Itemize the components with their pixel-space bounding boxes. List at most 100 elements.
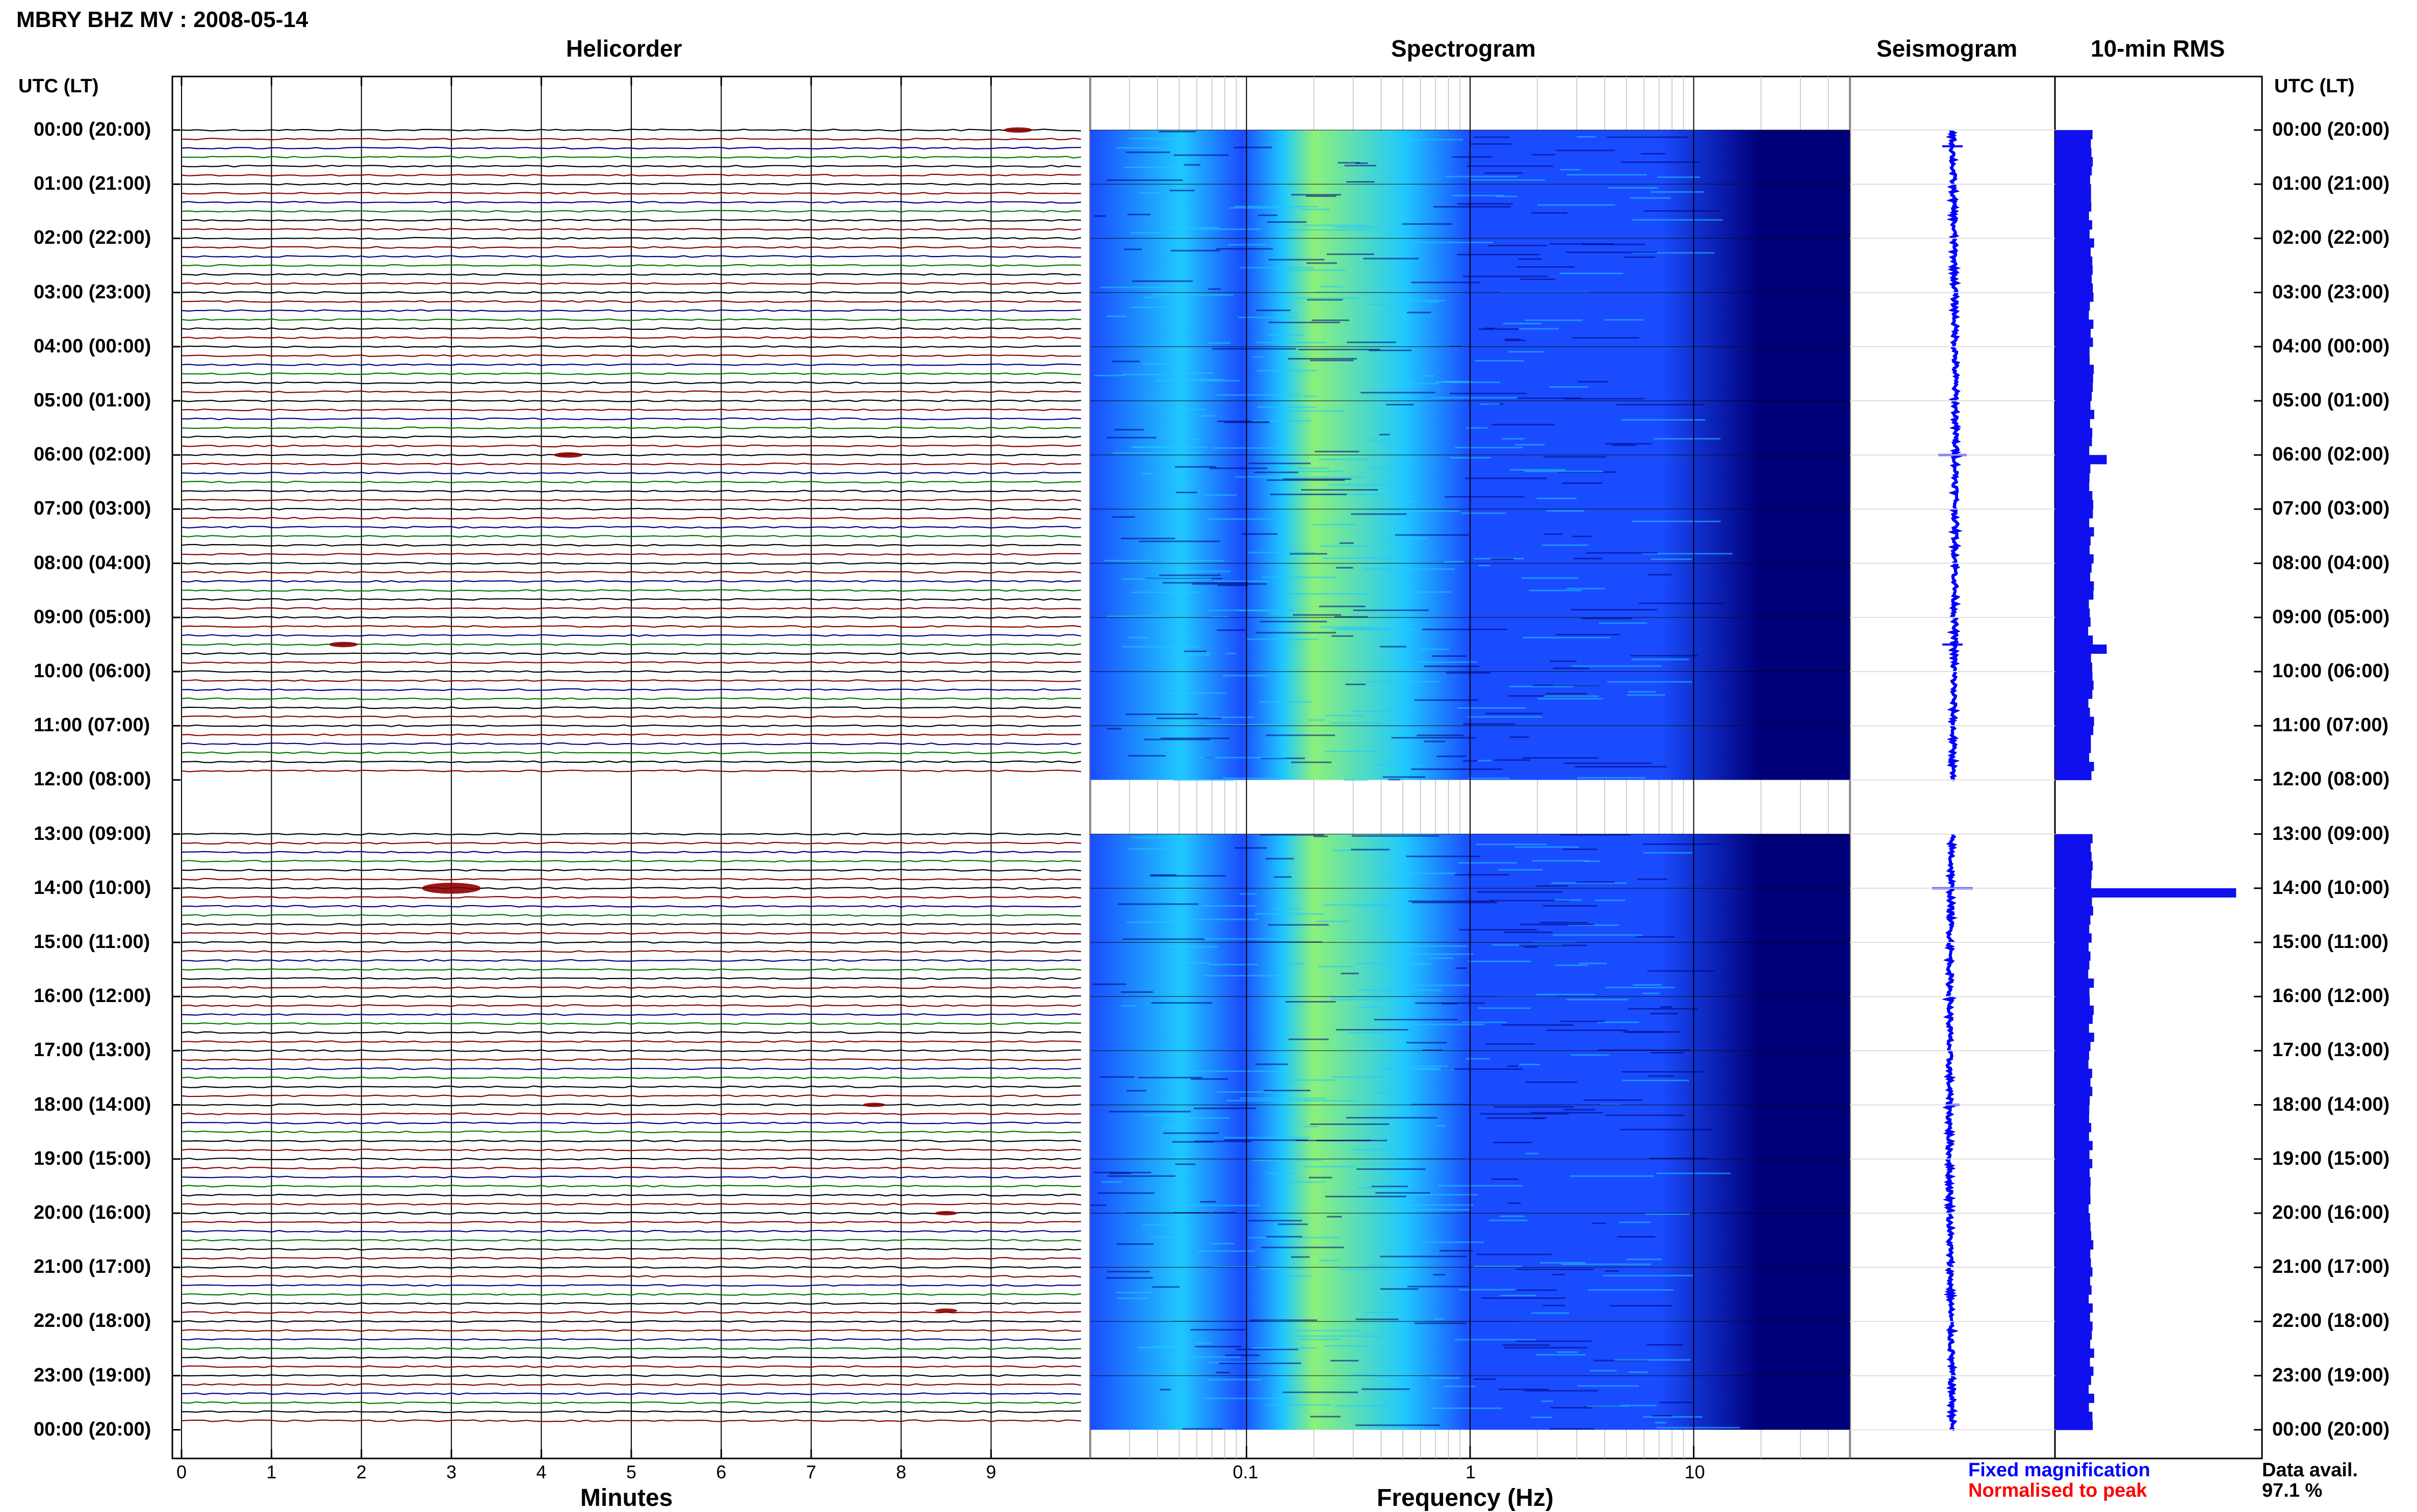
spectrogram-streak xyxy=(1562,482,1603,484)
spectrogram-streak xyxy=(1630,655,1698,657)
legend-normalised-to-peak: Normalised to peak xyxy=(1968,1480,2147,1501)
spectrogram-streak xyxy=(1116,1243,1154,1245)
spectrogram-streak xyxy=(1520,924,1594,926)
spectrogram-streak xyxy=(1534,1117,1547,1119)
rms-bar xyxy=(2055,365,2094,374)
spectrogram-streak xyxy=(1236,1348,1298,1350)
spectrogram-streak xyxy=(1589,1370,1617,1372)
helicorder-trace xyxy=(181,1320,1082,1323)
spectrogram-streak xyxy=(1107,1175,1175,1177)
helicorder-trace xyxy=(181,399,1082,402)
rms-bar xyxy=(2055,1159,2093,1168)
spectrogram-streak xyxy=(1599,622,1648,624)
spectrogram-streak xyxy=(1187,654,1210,656)
spectrogram-streak xyxy=(1471,143,1512,145)
spectrogram-streak xyxy=(1395,534,1469,536)
helicorder-trace xyxy=(181,1022,1082,1025)
helicorder-trace xyxy=(181,200,1082,204)
spectrogram-streak xyxy=(1182,1428,1223,1430)
spectrogram-streak xyxy=(1570,1175,1654,1177)
rms-bar xyxy=(2055,1231,2092,1241)
spectrogram-streak xyxy=(1352,1148,1393,1150)
helicorder-trace xyxy=(181,372,1082,375)
spectrogram-streak xyxy=(1316,1140,1387,1142)
spectrogram-streak xyxy=(1114,429,1144,431)
spectrogram-streak xyxy=(1551,882,1627,884)
rms-bar xyxy=(2055,338,2093,347)
spectrogram-streak xyxy=(1566,251,1657,253)
spectrogram-streak xyxy=(1265,858,1294,860)
spectrogram-streak xyxy=(1480,1113,1569,1115)
spectrogram-streak xyxy=(1266,734,1335,736)
time-label-left: 19:00 (15:00) xyxy=(34,1147,151,1169)
helicorder-trace xyxy=(181,1004,1082,1007)
spectrogram-streak xyxy=(1498,1389,1549,1391)
spectrogram-streak xyxy=(1351,513,1407,515)
helicorder-trace xyxy=(181,1094,1082,1097)
spectrogram-streak xyxy=(1287,410,1344,412)
spectrogram-streak xyxy=(1300,1338,1341,1340)
spectrogram-streak xyxy=(1325,714,1364,716)
spectrogram-streak xyxy=(1307,719,1326,721)
spectrogram-streak xyxy=(1617,1236,1656,1238)
helicorder-trace xyxy=(181,210,1082,213)
spectrogram-streak xyxy=(1297,467,1329,469)
spectrogram-streak xyxy=(1608,187,1658,189)
spectrogram-streak xyxy=(1656,1427,1740,1429)
spectrogram-streak xyxy=(1499,1215,1525,1217)
spectrogram-streak xyxy=(1208,716,1254,719)
spectrogram-streak xyxy=(1214,580,1269,582)
seismogram-trace xyxy=(1943,1267,1958,1322)
spectrogram-streak xyxy=(1524,1390,1599,1392)
spectrogram-streak xyxy=(1278,1223,1308,1225)
spectrogram-streak xyxy=(1369,439,1394,441)
spectrogram-streak xyxy=(1160,1389,1171,1391)
spectrogram-streak xyxy=(1422,1049,1443,1052)
spectrogram-streak xyxy=(1204,494,1237,496)
spectrogram-streak xyxy=(1274,876,1292,878)
spectrogram-streak xyxy=(1566,998,1629,1001)
helicorder-event xyxy=(863,1103,886,1107)
spectrogram-streak xyxy=(1431,1407,1502,1410)
spectrogram-streak xyxy=(1291,194,1342,196)
helicorder-trace xyxy=(181,616,1082,619)
spectrogram-streak xyxy=(1338,162,1360,164)
rms-bar xyxy=(2055,1195,2091,1205)
spectrogram-streak xyxy=(1194,1140,1251,1142)
page-title: MBRY BHZ MV : 2008-05-14 xyxy=(16,7,308,32)
time-label-left: 00:00 (20:00) xyxy=(34,1418,151,1440)
spectrogram-streak xyxy=(1531,153,1556,156)
rms-bar xyxy=(2055,455,2107,465)
spectrogram-streak xyxy=(1389,1217,1401,1219)
spectrogram-streak xyxy=(1216,248,1273,250)
rms-bar xyxy=(2055,554,2094,564)
spectrogram-streak xyxy=(1436,755,1466,757)
spectrogram-streak xyxy=(1643,1416,1703,1418)
helicorder-trace xyxy=(181,1202,1082,1206)
helicorder-trace xyxy=(181,1302,1082,1305)
spectrogram-streak xyxy=(1411,768,1503,770)
rms-bar xyxy=(2055,1222,2091,1232)
rms-bar xyxy=(2055,1330,2092,1340)
helicorder-x-tick-label: 9 xyxy=(986,1462,996,1482)
helicorder-trace xyxy=(181,408,1082,412)
spectrogram-streak xyxy=(1279,1275,1313,1277)
spectrogram-streak xyxy=(1351,835,1439,837)
helicorder-trace xyxy=(181,1185,1082,1188)
rms-bar xyxy=(2055,1321,2093,1331)
rms-bar xyxy=(2055,653,2091,663)
spectrogram-streak xyxy=(1518,258,1542,260)
helicorder-trace xyxy=(181,1392,1082,1395)
spectrogram-streak xyxy=(1588,1289,1674,1291)
helicorder-trace xyxy=(181,607,1082,610)
spectrogram-streak xyxy=(1591,1222,1606,1224)
spectrogram-streak xyxy=(1632,219,1723,221)
spectrogram-streak xyxy=(1144,738,1210,740)
spectrogram-streak xyxy=(1128,755,1166,757)
spectrogram-title: Spectrogram xyxy=(1391,35,1536,62)
spectrogram-streak xyxy=(1650,1013,1678,1015)
spectrogram-streak xyxy=(1523,636,1610,638)
spectrogram-streak xyxy=(1267,221,1307,223)
time-label-left: 10:00 (06:00) xyxy=(34,660,151,682)
spectrogram-streak xyxy=(1630,197,1671,199)
